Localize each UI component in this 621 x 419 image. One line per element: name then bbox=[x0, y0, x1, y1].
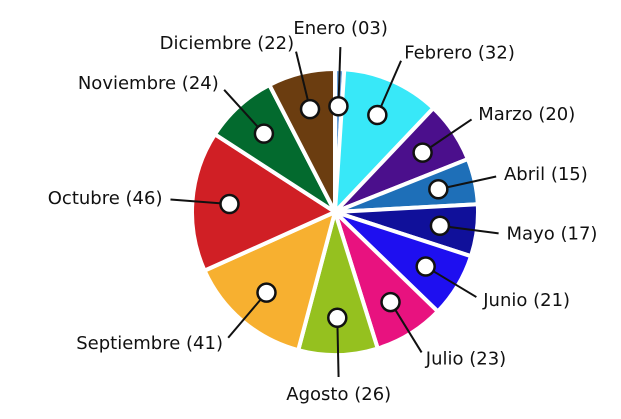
slice-marker bbox=[256, 282, 277, 303]
slice-marker bbox=[328, 95, 349, 117]
slice-label: Julio (23) bbox=[425, 348, 506, 369]
slice-label: Febrero (32) bbox=[404, 42, 515, 63]
slice-marker bbox=[429, 215, 451, 236]
slice-label: Mayo (17) bbox=[507, 223, 598, 244]
slice-label: Agosto (26) bbox=[286, 384, 391, 405]
slice-marker bbox=[428, 179, 449, 200]
slice-marker bbox=[412, 142, 433, 163]
slice-marker bbox=[253, 123, 275, 144]
slice-marker bbox=[415, 256, 436, 277]
slice-label: Junio (21) bbox=[482, 290, 570, 311]
slice-label: Abril (15) bbox=[504, 164, 588, 185]
slice-marker bbox=[219, 193, 240, 215]
slice-marker bbox=[380, 291, 401, 313]
slice-label: Septiembre (41) bbox=[76, 333, 223, 354]
slice-label: Diciembre (22) bbox=[160, 33, 295, 54]
slice-marker bbox=[299, 98, 321, 120]
slice-label: Marzo (20) bbox=[478, 104, 575, 125]
slice-marker bbox=[327, 307, 348, 329]
slice-label: Octubre (46) bbox=[48, 188, 163, 209]
slice-label: Enero (03) bbox=[293, 18, 388, 39]
slice-label: Noviembre (24) bbox=[78, 73, 219, 94]
slice-marker bbox=[367, 104, 388, 126]
